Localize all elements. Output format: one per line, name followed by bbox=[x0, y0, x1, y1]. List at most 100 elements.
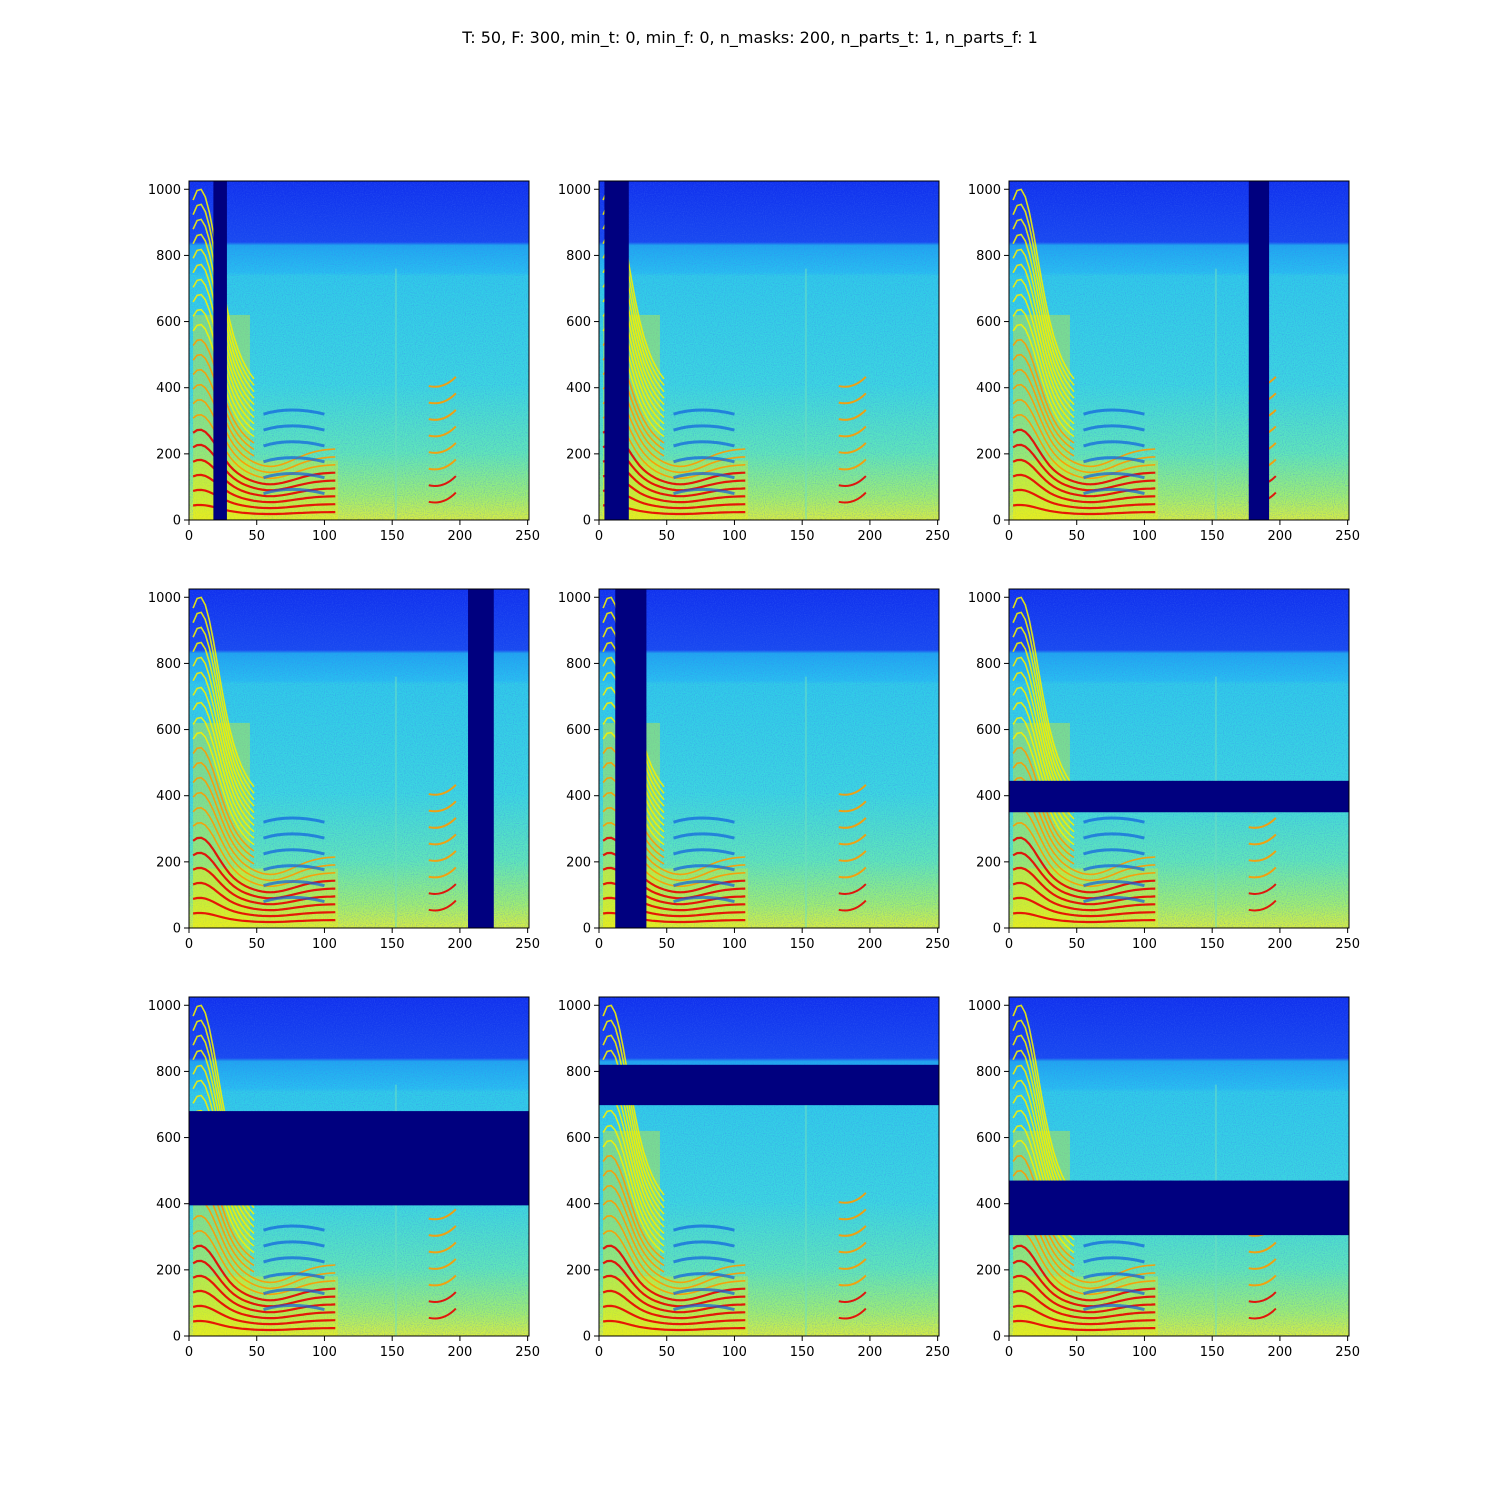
plot-area bbox=[1009, 181, 1349, 520]
formant-gap bbox=[1083, 408, 1145, 416]
harmonic-line bbox=[1012, 383, 1156, 468]
spectrogram-panel-7: 0 50 100 150 200 250 0 200 400 600 800 1000 bbox=[148, 996, 540, 1360]
x-tick-label: 150 bbox=[1200, 529, 1225, 544]
harmonic-line bbox=[1012, 503, 1156, 516]
harmonic-line bbox=[428, 425, 457, 438]
formant-gap bbox=[673, 848, 735, 856]
formant-gap bbox=[673, 1288, 735, 1296]
harmonic-line bbox=[1012, 701, 1075, 833]
spectral-streak bbox=[394, 676, 397, 928]
harmonic-line bbox=[192, 671, 255, 820]
x-tick-label: 250 bbox=[515, 937, 540, 952]
x-tick-label: 200 bbox=[448, 529, 473, 544]
y-tick-label: 1000 bbox=[968, 183, 1001, 198]
formant-gap bbox=[1083, 424, 1145, 432]
harmonic-line bbox=[1012, 1289, 1156, 1320]
x-tick-label: 50 bbox=[248, 1345, 265, 1360]
y-tick-label: 200 bbox=[156, 447, 181, 462]
y-axis: 0 200 400 600 800 1000 bbox=[558, 999, 599, 1345]
harmonic-line bbox=[192, 686, 255, 826]
formant-gap bbox=[1083, 487, 1145, 495]
harmonics-segment-2 bbox=[428, 376, 457, 504]
formant-gap bbox=[673, 1303, 735, 1311]
spectrogram-panel-3: 0 50 100 150 200 250 0 200 400 600 800 1000 bbox=[968, 180, 1360, 544]
y-tick-label: 400 bbox=[566, 1197, 591, 1212]
x-tick-label: 150 bbox=[790, 1345, 815, 1360]
harmonics-segment-2 bbox=[838, 784, 867, 912]
harmonic-line bbox=[1012, 596, 1075, 788]
harmonic-line bbox=[1012, 1319, 1156, 1332]
formant-gap bbox=[673, 487, 735, 495]
harmonic-line bbox=[428, 1241, 457, 1254]
harmonic-line bbox=[1248, 866, 1277, 879]
x-tick-label: 200 bbox=[1268, 529, 1293, 544]
harmonic-line bbox=[192, 851, 336, 900]
harmonic-line bbox=[1012, 473, 1156, 504]
x-axis: 0 50 100 150 200 250 bbox=[595, 520, 950, 544]
harmonic-line bbox=[838, 784, 867, 796]
harmonic-line bbox=[428, 899, 457, 912]
harmonic-line bbox=[602, 1259, 746, 1308]
y-tick-label: 0 bbox=[583, 922, 591, 937]
harmonic-line bbox=[428, 850, 457, 862]
y-tick-label: 600 bbox=[566, 1131, 591, 1146]
y-tick-label: 0 bbox=[583, 514, 591, 529]
formant-gap bbox=[1083, 832, 1145, 840]
y-axis: 0 200 400 600 800 1000 bbox=[968, 591, 1009, 937]
y-tick-label: 1000 bbox=[558, 183, 591, 198]
x-tick-label: 0 bbox=[595, 529, 603, 544]
x-tick-label: 250 bbox=[925, 937, 950, 952]
harmonic-line bbox=[838, 475, 867, 487]
harmonic-line bbox=[838, 1192, 867, 1204]
harmonic-line bbox=[1248, 850, 1277, 862]
y-tick-label: 400 bbox=[156, 381, 181, 396]
plot-area bbox=[1009, 589, 1349, 928]
harmonic-line bbox=[192, 761, 255, 859]
x-tick-label: 200 bbox=[858, 529, 883, 544]
harmonic-line bbox=[1248, 1241, 1277, 1254]
y-tick-label: 600 bbox=[976, 723, 1001, 738]
x-tick-label: 200 bbox=[448, 937, 473, 952]
harmonic-line bbox=[192, 776, 255, 865]
formant-gap bbox=[263, 1240, 325, 1248]
x-tick-label: 0 bbox=[595, 1345, 603, 1360]
x-tick-label: 100 bbox=[312, 1345, 337, 1360]
time-mask bbox=[1248, 181, 1270, 520]
plot-area bbox=[189, 997, 529, 1336]
harmonic-line bbox=[602, 1124, 665, 1247]
y-tick-label: 0 bbox=[173, 1330, 181, 1345]
x-tick-label: 200 bbox=[858, 1345, 883, 1360]
formant-gap bbox=[673, 1224, 735, 1232]
harmonic-line bbox=[192, 611, 255, 794]
formant-gap bbox=[263, 848, 325, 856]
x-tick-label: 0 bbox=[185, 937, 193, 952]
harmonic-line bbox=[838, 491, 867, 504]
spectrogram-panel-9: 0 50 100 150 200 250 0 200 400 600 800 1000 bbox=[968, 996, 1360, 1360]
harmonic-line bbox=[192, 626, 255, 801]
harmonic-line bbox=[428, 409, 457, 421]
spectrogram-panel-6: 0 50 100 150 200 250 0 200 400 600 800 1000 bbox=[968, 588, 1360, 952]
formant-gap bbox=[263, 864, 325, 872]
x-axis: 0 50 100 150 200 250 bbox=[185, 520, 540, 544]
y-tick-label: 1000 bbox=[968, 591, 1001, 606]
harmonic-line bbox=[428, 883, 457, 895]
formant-gap bbox=[1083, 816, 1145, 824]
x-tick-label: 100 bbox=[1132, 529, 1157, 544]
y-tick-label: 1000 bbox=[558, 999, 591, 1014]
harmonic-line bbox=[192, 881, 336, 912]
y-tick-label: 600 bbox=[976, 315, 1001, 330]
harmonic-line bbox=[192, 1304, 336, 1326]
harmonic-line bbox=[428, 1291, 457, 1303]
harmonics-segment-2 bbox=[838, 1192, 867, 1320]
formant-gap bbox=[673, 1272, 735, 1280]
harmonic-line bbox=[192, 596, 255, 788]
axes-frame bbox=[188, 180, 530, 521]
x-tick-label: 50 bbox=[248, 529, 265, 544]
harmonic-line bbox=[838, 800, 867, 813]
y-axis: 0 200 400 600 800 1000 bbox=[148, 591, 189, 937]
frequency-mask bbox=[599, 1064, 939, 1106]
formant-gap bbox=[263, 816, 325, 824]
formant-gap bbox=[263, 880, 325, 888]
x-tick-label: 0 bbox=[595, 937, 603, 952]
x-tick-label: 0 bbox=[185, 529, 193, 544]
